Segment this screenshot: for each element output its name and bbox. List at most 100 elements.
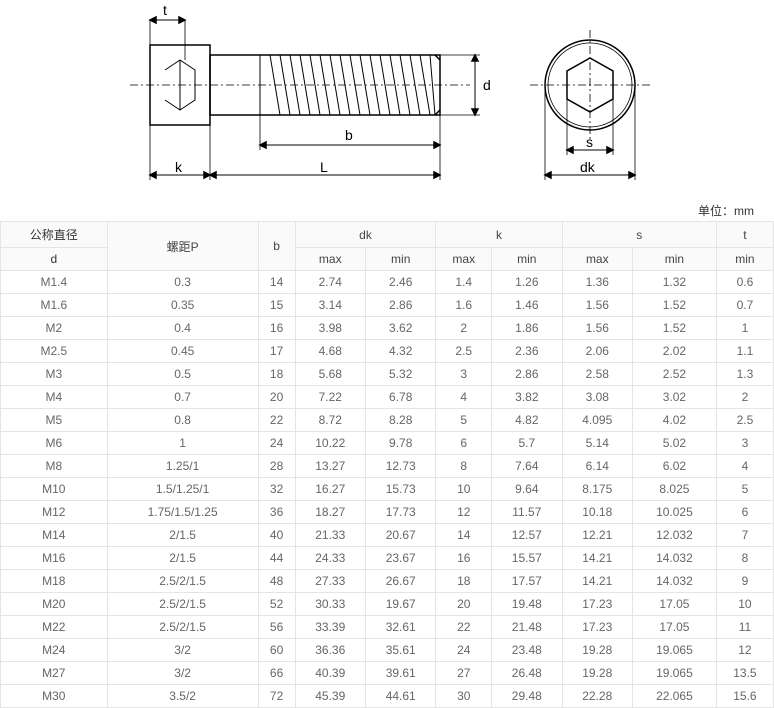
cell-t_min: 5 bbox=[716, 478, 773, 501]
cell-t_min: 2 bbox=[716, 386, 773, 409]
table-row: M182.5/2/1.54827.3326.671817.5714.2114.0… bbox=[1, 570, 774, 593]
cell-k_max: 4 bbox=[436, 386, 492, 409]
cell-b: 72 bbox=[258, 685, 295, 708]
cell-d: M3 bbox=[1, 363, 108, 386]
cell-p: 0.45 bbox=[107, 340, 258, 363]
cell-t_min: 3 bbox=[716, 432, 773, 455]
cell-s_min: 3.02 bbox=[633, 386, 717, 409]
cell-k_max: 8 bbox=[436, 455, 492, 478]
cell-t_min: 11 bbox=[716, 616, 773, 639]
header-s-min: min bbox=[633, 248, 717, 271]
cell-b: 66 bbox=[258, 662, 295, 685]
cell-p: 0.35 bbox=[107, 294, 258, 317]
cell-k_max: 24 bbox=[436, 639, 492, 662]
header-s: s bbox=[562, 222, 716, 248]
cell-k_max: 22 bbox=[436, 616, 492, 639]
cell-b: 20 bbox=[258, 386, 295, 409]
cell-k_min: 1.86 bbox=[492, 317, 562, 340]
cell-dk_max: 3.98 bbox=[295, 317, 365, 340]
table-row: M81.25/12813.2712.7387.646.146.024 bbox=[1, 455, 774, 478]
header-k: k bbox=[436, 222, 562, 248]
cell-k_min: 5.7 bbox=[492, 432, 562, 455]
cell-b: 28 bbox=[258, 455, 295, 478]
cell-p: 1.75/1.5/1.25 bbox=[107, 501, 258, 524]
cell-dk_min: 26.67 bbox=[365, 570, 435, 593]
header-dk: dk bbox=[295, 222, 436, 248]
cell-k_min: 9.64 bbox=[492, 478, 562, 501]
cell-k_max: 27 bbox=[436, 662, 492, 685]
cell-t_min: 10 bbox=[716, 593, 773, 616]
cell-t_min: 1 bbox=[716, 317, 773, 340]
cell-s_max: 4.095 bbox=[562, 409, 632, 432]
table-row: M20.4163.983.6221.861.561.521 bbox=[1, 317, 774, 340]
cell-p: 0.7 bbox=[107, 386, 258, 409]
cell-s_max: 2.06 bbox=[562, 340, 632, 363]
table-row: M121.75/1.5/1.253618.2717.731211.5710.18… bbox=[1, 501, 774, 524]
cell-p: 0.5 bbox=[107, 363, 258, 386]
cell-dk_max: 33.39 bbox=[295, 616, 365, 639]
cell-dk_min: 44.61 bbox=[365, 685, 435, 708]
table-row: M1.60.35153.142.861.61.461.561.520.7 bbox=[1, 294, 774, 317]
cell-k_min: 23.48 bbox=[492, 639, 562, 662]
header-s-max: max bbox=[562, 248, 632, 271]
cell-t_min: 4 bbox=[716, 455, 773, 478]
cell-s_min: 14.032 bbox=[633, 570, 717, 593]
cell-k_min: 1.46 bbox=[492, 294, 562, 317]
cell-dk_min: 4.32 bbox=[365, 340, 435, 363]
cell-k_min: 21.48 bbox=[492, 616, 562, 639]
cell-d: M30 bbox=[1, 685, 108, 708]
cell-b: 60 bbox=[258, 639, 295, 662]
cell-k_max: 20 bbox=[436, 593, 492, 616]
cell-t_min: 0.6 bbox=[716, 271, 773, 294]
cell-d: M12 bbox=[1, 501, 108, 524]
cell-s_min: 17.05 bbox=[633, 616, 717, 639]
cell-dk_max: 36.36 bbox=[295, 639, 365, 662]
label-d: d bbox=[483, 77, 491, 93]
cell-p: 0.8 bbox=[107, 409, 258, 432]
header-dk-max: max bbox=[295, 248, 365, 271]
cell-b: 15 bbox=[258, 294, 295, 317]
cell-dk_max: 18.27 bbox=[295, 501, 365, 524]
cell-p: 2.5/2/1.5 bbox=[107, 570, 258, 593]
cell-t_min: 0.7 bbox=[716, 294, 773, 317]
cell-s_min: 1.32 bbox=[633, 271, 717, 294]
cell-s_max: 14.21 bbox=[562, 570, 632, 593]
cell-t_min: 6 bbox=[716, 501, 773, 524]
cell-dk_min: 32.61 bbox=[365, 616, 435, 639]
table-row: M162/1.54424.3323.671615.5714.2114.0328 bbox=[1, 547, 774, 570]
header-dk-min: min bbox=[365, 248, 435, 271]
table-row: M273/26640.3939.612726.4819.2819.06513.5 bbox=[1, 662, 774, 685]
cell-dk_min: 39.61 bbox=[365, 662, 435, 685]
cell-b: 32 bbox=[258, 478, 295, 501]
header-p: 螺距P bbox=[107, 222, 258, 271]
cell-s_min: 5.02 bbox=[633, 432, 717, 455]
cell-s_max: 12.21 bbox=[562, 524, 632, 547]
cell-b: 22 bbox=[258, 409, 295, 432]
header-d-title: 公称直径 bbox=[1, 222, 108, 248]
cell-k_min: 26.48 bbox=[492, 662, 562, 685]
label-s: s bbox=[586, 134, 593, 150]
cell-dk_min: 8.28 bbox=[365, 409, 435, 432]
cell-k_max: 2.5 bbox=[436, 340, 492, 363]
cell-t_min: 13.5 bbox=[716, 662, 773, 685]
table-row: M303.5/27245.3944.613029.4822.2822.06515… bbox=[1, 685, 774, 708]
cell-b: 24 bbox=[258, 432, 295, 455]
cell-s_min: 1.52 bbox=[633, 294, 717, 317]
cell-s_min: 17.05 bbox=[633, 593, 717, 616]
label-dk: dk bbox=[580, 159, 596, 175]
cell-dk_max: 24.33 bbox=[295, 547, 365, 570]
cell-k_min: 15.57 bbox=[492, 547, 562, 570]
cell-b: 48 bbox=[258, 570, 295, 593]
cell-s_max: 14.21 bbox=[562, 547, 632, 570]
cell-d: M4 bbox=[1, 386, 108, 409]
cell-s_min: 14.032 bbox=[633, 547, 717, 570]
cell-k_min: 11.57 bbox=[492, 501, 562, 524]
label-k: k bbox=[175, 159, 183, 175]
table-row: M142/1.54021.3320.671412.5712.2112.0327 bbox=[1, 524, 774, 547]
cell-d: M20 bbox=[1, 593, 108, 616]
table-row: M40.7207.226.7843.823.083.022 bbox=[1, 386, 774, 409]
cell-s_min: 1.52 bbox=[633, 317, 717, 340]
table-row: M30.5185.685.3232.862.582.521.3 bbox=[1, 363, 774, 386]
header-k-max: max bbox=[436, 248, 492, 271]
cell-dk_max: 13.27 bbox=[295, 455, 365, 478]
